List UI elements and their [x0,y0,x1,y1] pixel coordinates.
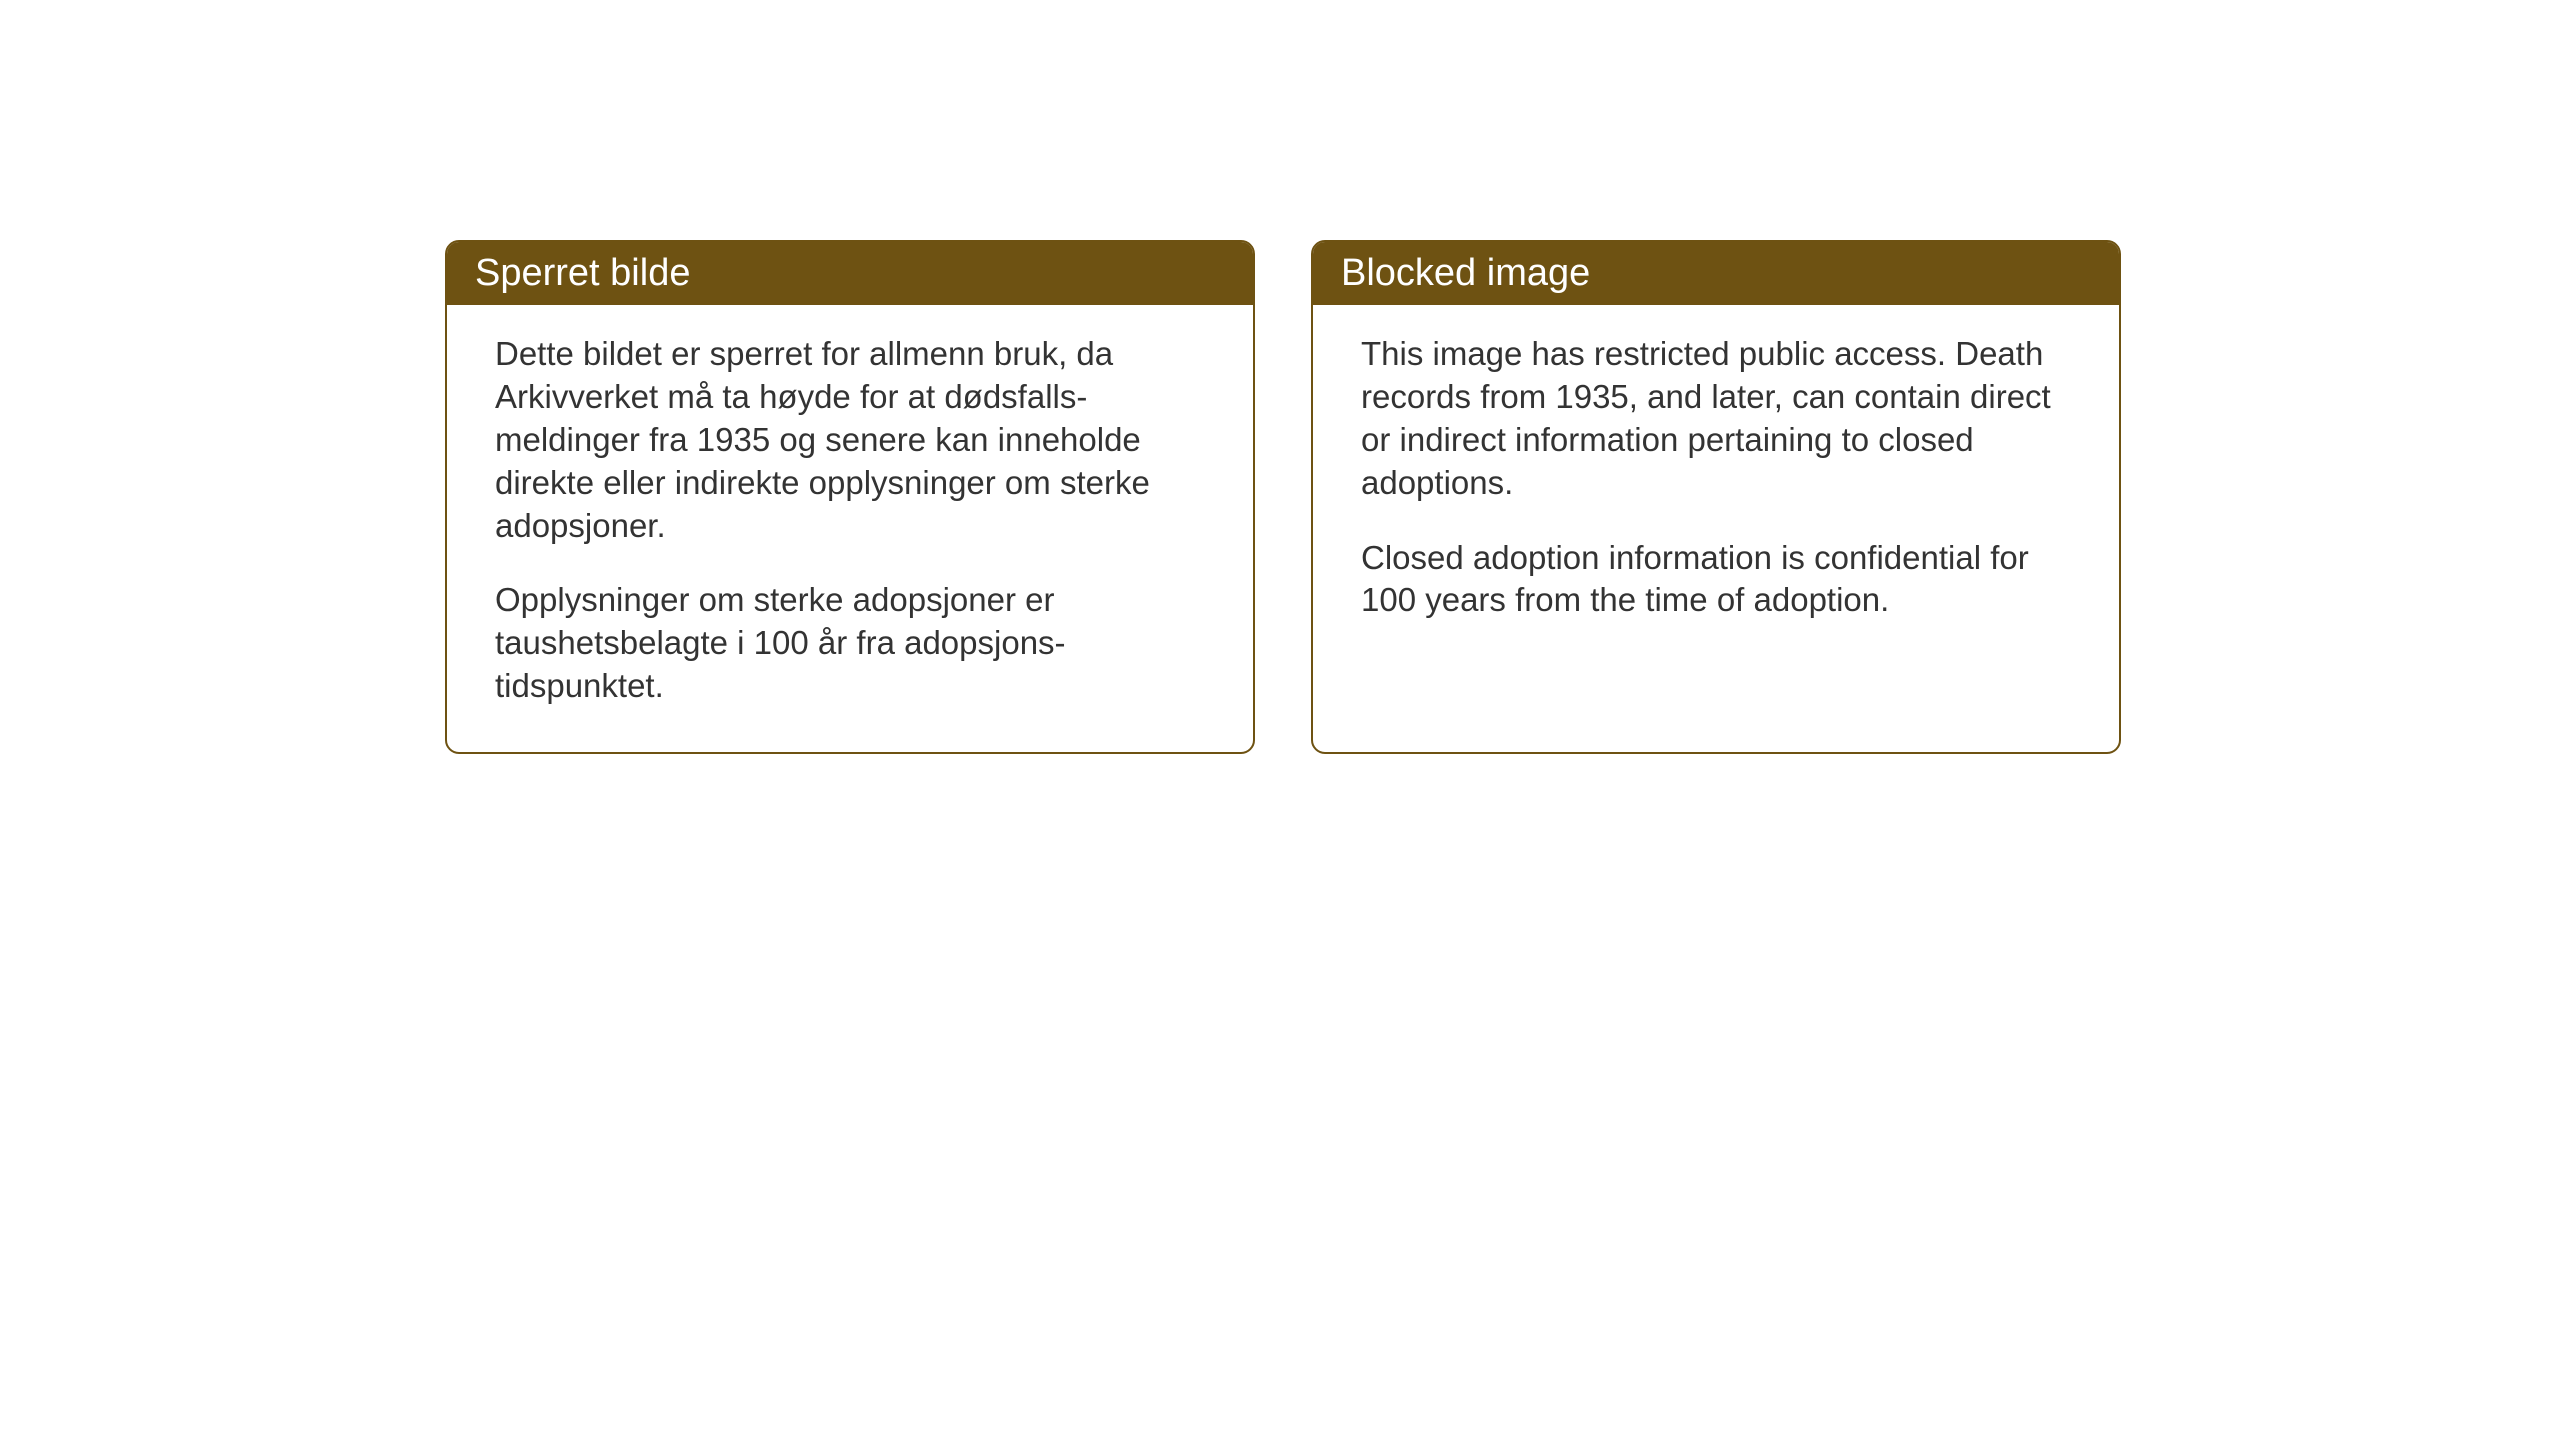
card-paragraph1-norwegian: Dette bildet er sperret for allmenn bruk… [495,333,1205,547]
card-paragraph2-norwegian: Opplysninger om sterke adopsjoner er tau… [495,579,1205,708]
card-paragraph2-english: Closed adoption information is confident… [1361,537,2071,623]
card-title-norwegian: Sperret bilde [475,252,690,294]
cards-container: Sperret bilde Dette bildet er sperret fo… [445,240,2121,754]
card-norwegian: Sperret bilde Dette bildet er sperret fo… [445,240,1255,754]
card-paragraph1-english: This image has restricted public access.… [1361,333,2071,505]
card-english: Blocked image This image has restricted … [1311,240,2121,754]
card-body-norwegian: Dette bildet er sperret for allmenn bruk… [447,305,1253,752]
card-header-norwegian: Sperret bilde [447,242,1253,305]
card-title-english: Blocked image [1341,252,1590,294]
card-header-english: Blocked image [1313,242,2119,305]
card-body-english: This image has restricted public access.… [1313,305,2119,666]
